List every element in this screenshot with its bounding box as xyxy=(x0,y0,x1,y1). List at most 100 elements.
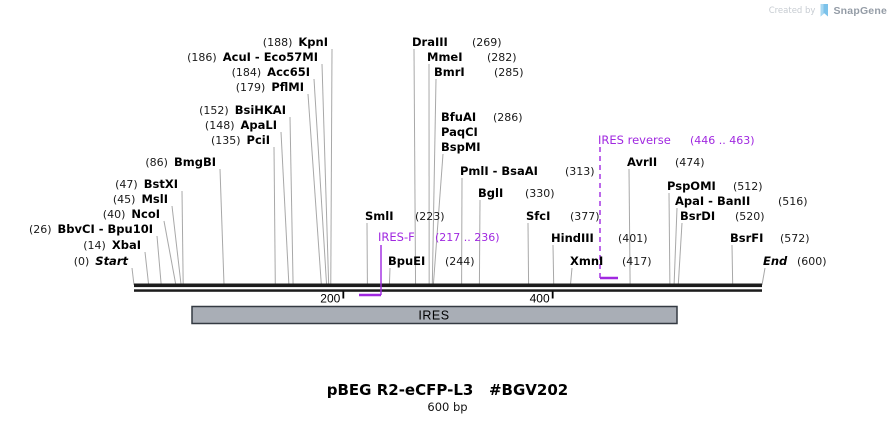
site-position-bfuai: (286) xyxy=(493,111,523,124)
site-label-smli[interactable]: SmlI xyxy=(365,209,394,223)
site-connector-apali xyxy=(280,131,290,286)
site-connector-acc65i xyxy=(313,78,328,286)
primer-ires-f[interactable]: IRES-F (217 .. 236) xyxy=(359,230,500,297)
site-label-draiii[interactable]: DraIII xyxy=(412,35,448,49)
site-position-pspomi: (512) xyxy=(733,180,763,193)
site-connector-bsihkai xyxy=(289,116,294,286)
site-label-msli[interactable]: (45) MslI xyxy=(113,192,168,206)
site-position-hindiii: (401) xyxy=(618,232,648,245)
site-label-bspmi[interactable]: BspMI xyxy=(441,140,481,154)
site-position-smli: (223) xyxy=(415,210,445,223)
site-label-bmgbi[interactable]: (86) BmgBI xyxy=(145,155,216,169)
site-label-sfci[interactable]: SfcI xyxy=(526,209,550,223)
site-connector-apai-banii xyxy=(673,207,678,286)
site-connector-msli xyxy=(171,205,182,286)
site-label-pspomi[interactable]: PspOMI xyxy=(667,179,716,193)
site-label-bpuei[interactable]: BpuEI xyxy=(388,254,425,268)
primers-layer: IRES-F (217 .. 236) IRES reverse (446 .. 46… xyxy=(359,133,755,297)
site-position-bgli: (330) xyxy=(525,187,555,200)
site-label-avrii[interactable]: AvrII xyxy=(627,155,657,169)
site-label-bsihkai[interactable]: (152) BsiHKAI xyxy=(199,103,286,117)
snapgene-logo-icon xyxy=(820,4,829,17)
sequence-line-bottom xyxy=(134,289,762,292)
site-connector-bstxi xyxy=(181,190,184,286)
site-connector-pcii xyxy=(273,146,276,286)
site-position-bsrdi: (520) xyxy=(735,210,765,223)
site-position-draiii: (269) xyxy=(472,36,502,49)
site-label-pcii[interactable]: (135) PciI xyxy=(211,133,270,147)
site-label-acc65i[interactable]: (184) Acc65I xyxy=(232,65,310,79)
ruler-ticks-layer: 200 400 xyxy=(320,291,554,306)
primer-ires-f-label[interactable]: IRES-F xyxy=(378,230,415,244)
map-length: 600 bp xyxy=(427,400,468,414)
site-position-sfci: (377) xyxy=(570,210,600,223)
site-position-mmei: (282) xyxy=(487,51,517,64)
feature-ires-bar[interactable] xyxy=(191,305,678,325)
watermark-prefix: Created by xyxy=(768,5,816,16)
site-label-bmri[interactable]: BmrI xyxy=(434,65,465,79)
site-connector-bsrdi xyxy=(677,222,683,286)
site-position-apai-banii: (516) xyxy=(778,195,808,208)
site-connector-sfci xyxy=(527,222,530,286)
site-connector-xmni xyxy=(569,267,573,286)
site-label-acui-eco57mi[interactable]: (186) AcuI - Eco57MI xyxy=(187,50,318,64)
site-label-kpni[interactable]: (188) KpnI xyxy=(263,35,328,49)
site-label-bsrfi[interactable]: BsrFI xyxy=(730,231,763,245)
site-connector-bsrfi xyxy=(731,244,734,286)
primer-ires-reverse-range: (446 .. 463) xyxy=(690,134,755,147)
site-position-xmni: (417) xyxy=(622,255,652,268)
site-connector-bgli xyxy=(478,199,481,286)
site-connector-bmgbi xyxy=(219,168,225,286)
site-connector-bmri xyxy=(431,78,437,286)
site-label-bgli[interactable]: BglI xyxy=(478,186,503,200)
site-connector-pspomi xyxy=(668,192,671,286)
sequence-map: 200 400 IRES IRES-F (217 .. 236) IRES rever… xyxy=(29,35,827,325)
site-label-start[interactable]: (0) Start xyxy=(74,254,129,268)
site-position-pmli-bsaai: (313) xyxy=(565,165,595,178)
site-label-bstxi[interactable]: (47) BstXI xyxy=(115,177,178,191)
site-label-bsrdi[interactable]: BsrDI xyxy=(680,209,715,223)
site-connector-kpni xyxy=(330,48,333,286)
map-title: pBEG R2-eCFP-L3 #BGV202 xyxy=(326,381,569,399)
site-labels-layer: (0) Start (14) XbaI (26) BbvCI - Bpu10I(40) Nc… xyxy=(29,35,827,268)
site-position-end: (600) xyxy=(797,255,827,268)
site-label-paqci[interactable]: PaqCI xyxy=(441,125,478,139)
site-position-bpuei: (244) xyxy=(445,255,475,268)
feature-ires-label: IRES xyxy=(418,309,449,323)
site-label-apali[interactable]: (148) ApaLI xyxy=(205,118,277,132)
ruler-tick-label-400: 400 xyxy=(530,292,550,306)
site-label-bfuai[interactable]: BfuAI xyxy=(441,110,476,124)
site-label-bbvci-bpu10i[interactable]: (26) BbvCI - Bpu10I xyxy=(29,222,153,236)
site-label-xbai[interactable]: (14) XbaI xyxy=(83,238,141,252)
site-connector-pflmi xyxy=(307,93,322,286)
site-connector-bbvci-bpu10i xyxy=(156,235,162,286)
site-label-xmni[interactable]: XmnI xyxy=(570,254,603,268)
watermark: Created by SnapGene xyxy=(769,4,887,17)
site-connector-start xyxy=(131,267,135,286)
site-label-hindiii[interactable]: HindIII xyxy=(551,231,594,245)
site-label-pmli-bsaai[interactable]: PmlI - BsaAI xyxy=(460,164,538,178)
site-position-bsrfi: (572) xyxy=(780,232,810,245)
site-connector-bspmi xyxy=(432,153,444,286)
site-connector-draiii xyxy=(413,48,417,286)
sequence-line-top xyxy=(134,283,762,288)
site-label-end[interactable]: End xyxy=(763,254,788,268)
site-connector-end xyxy=(761,267,766,286)
site-label-mmei[interactable]: MmeI xyxy=(427,50,463,64)
site-connector-avrii xyxy=(628,168,631,286)
site-connector-bpuei xyxy=(388,267,391,286)
site-connector-ncoi xyxy=(163,220,177,286)
site-label-ncoi[interactable]: (40) NcoI xyxy=(103,207,160,221)
site-connector-hindiii xyxy=(552,244,555,286)
primer-ires-reverse-label[interactable]: IRES reverse xyxy=(598,133,671,147)
primer-ires-reverse[interactable]: IRES reverse (446 .. 463) xyxy=(598,133,755,280)
feature-ires[interactable]: IRES xyxy=(191,305,678,325)
site-position-avrii: (474) xyxy=(675,156,705,169)
site-connector-xbai xyxy=(144,251,150,286)
ruler-tick-label-200: 200 xyxy=(320,292,340,306)
site-label-apai-banii[interactable]: ApaI - BanII xyxy=(675,194,750,208)
watermark-brand: SnapGene xyxy=(833,4,887,17)
site-label-pflmi[interactable]: (179) PflMI xyxy=(236,80,304,94)
site-position-bmri: (285) xyxy=(494,66,524,79)
